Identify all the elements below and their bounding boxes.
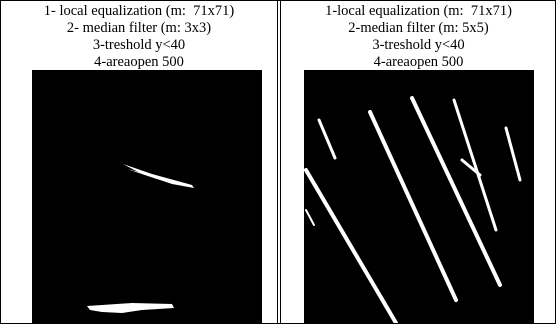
cell-caption: 1-local equalization (m: 71x71) 2-median… <box>281 1 556 71</box>
caption-line: 4-areaopen 500 <box>1 54 277 71</box>
binary-image <box>32 70 262 323</box>
table-cell: 1- local equalization (m: 71x71) 2- medi… <box>1 1 278 323</box>
table-cell: 1-local equalization (m: 71x71) 2-median… <box>280 1 556 323</box>
caption-line: 1- local equalization (m: 71x71) <box>1 3 277 20</box>
binary-image <box>304 70 534 323</box>
caption-line: 3-treshold y<40 <box>1 37 277 54</box>
caption-line: 2- median filter (m: 3x3) <box>1 20 277 37</box>
cell-caption: 1- local equalization (m: 71x71) 2- medi… <box>1 1 277 71</box>
caption-line: 2-median filter (m: 5x5) <box>281 20 556 37</box>
caption-line: 3-treshold y<40 <box>281 37 556 54</box>
caption-line: 1-local equalization (m: 71x71) <box>281 3 556 20</box>
figure-table: 1- local equalization (m: 71x71) 2- medi… <box>0 0 556 324</box>
caption-line: 4-areaopen 500 <box>281 54 556 71</box>
